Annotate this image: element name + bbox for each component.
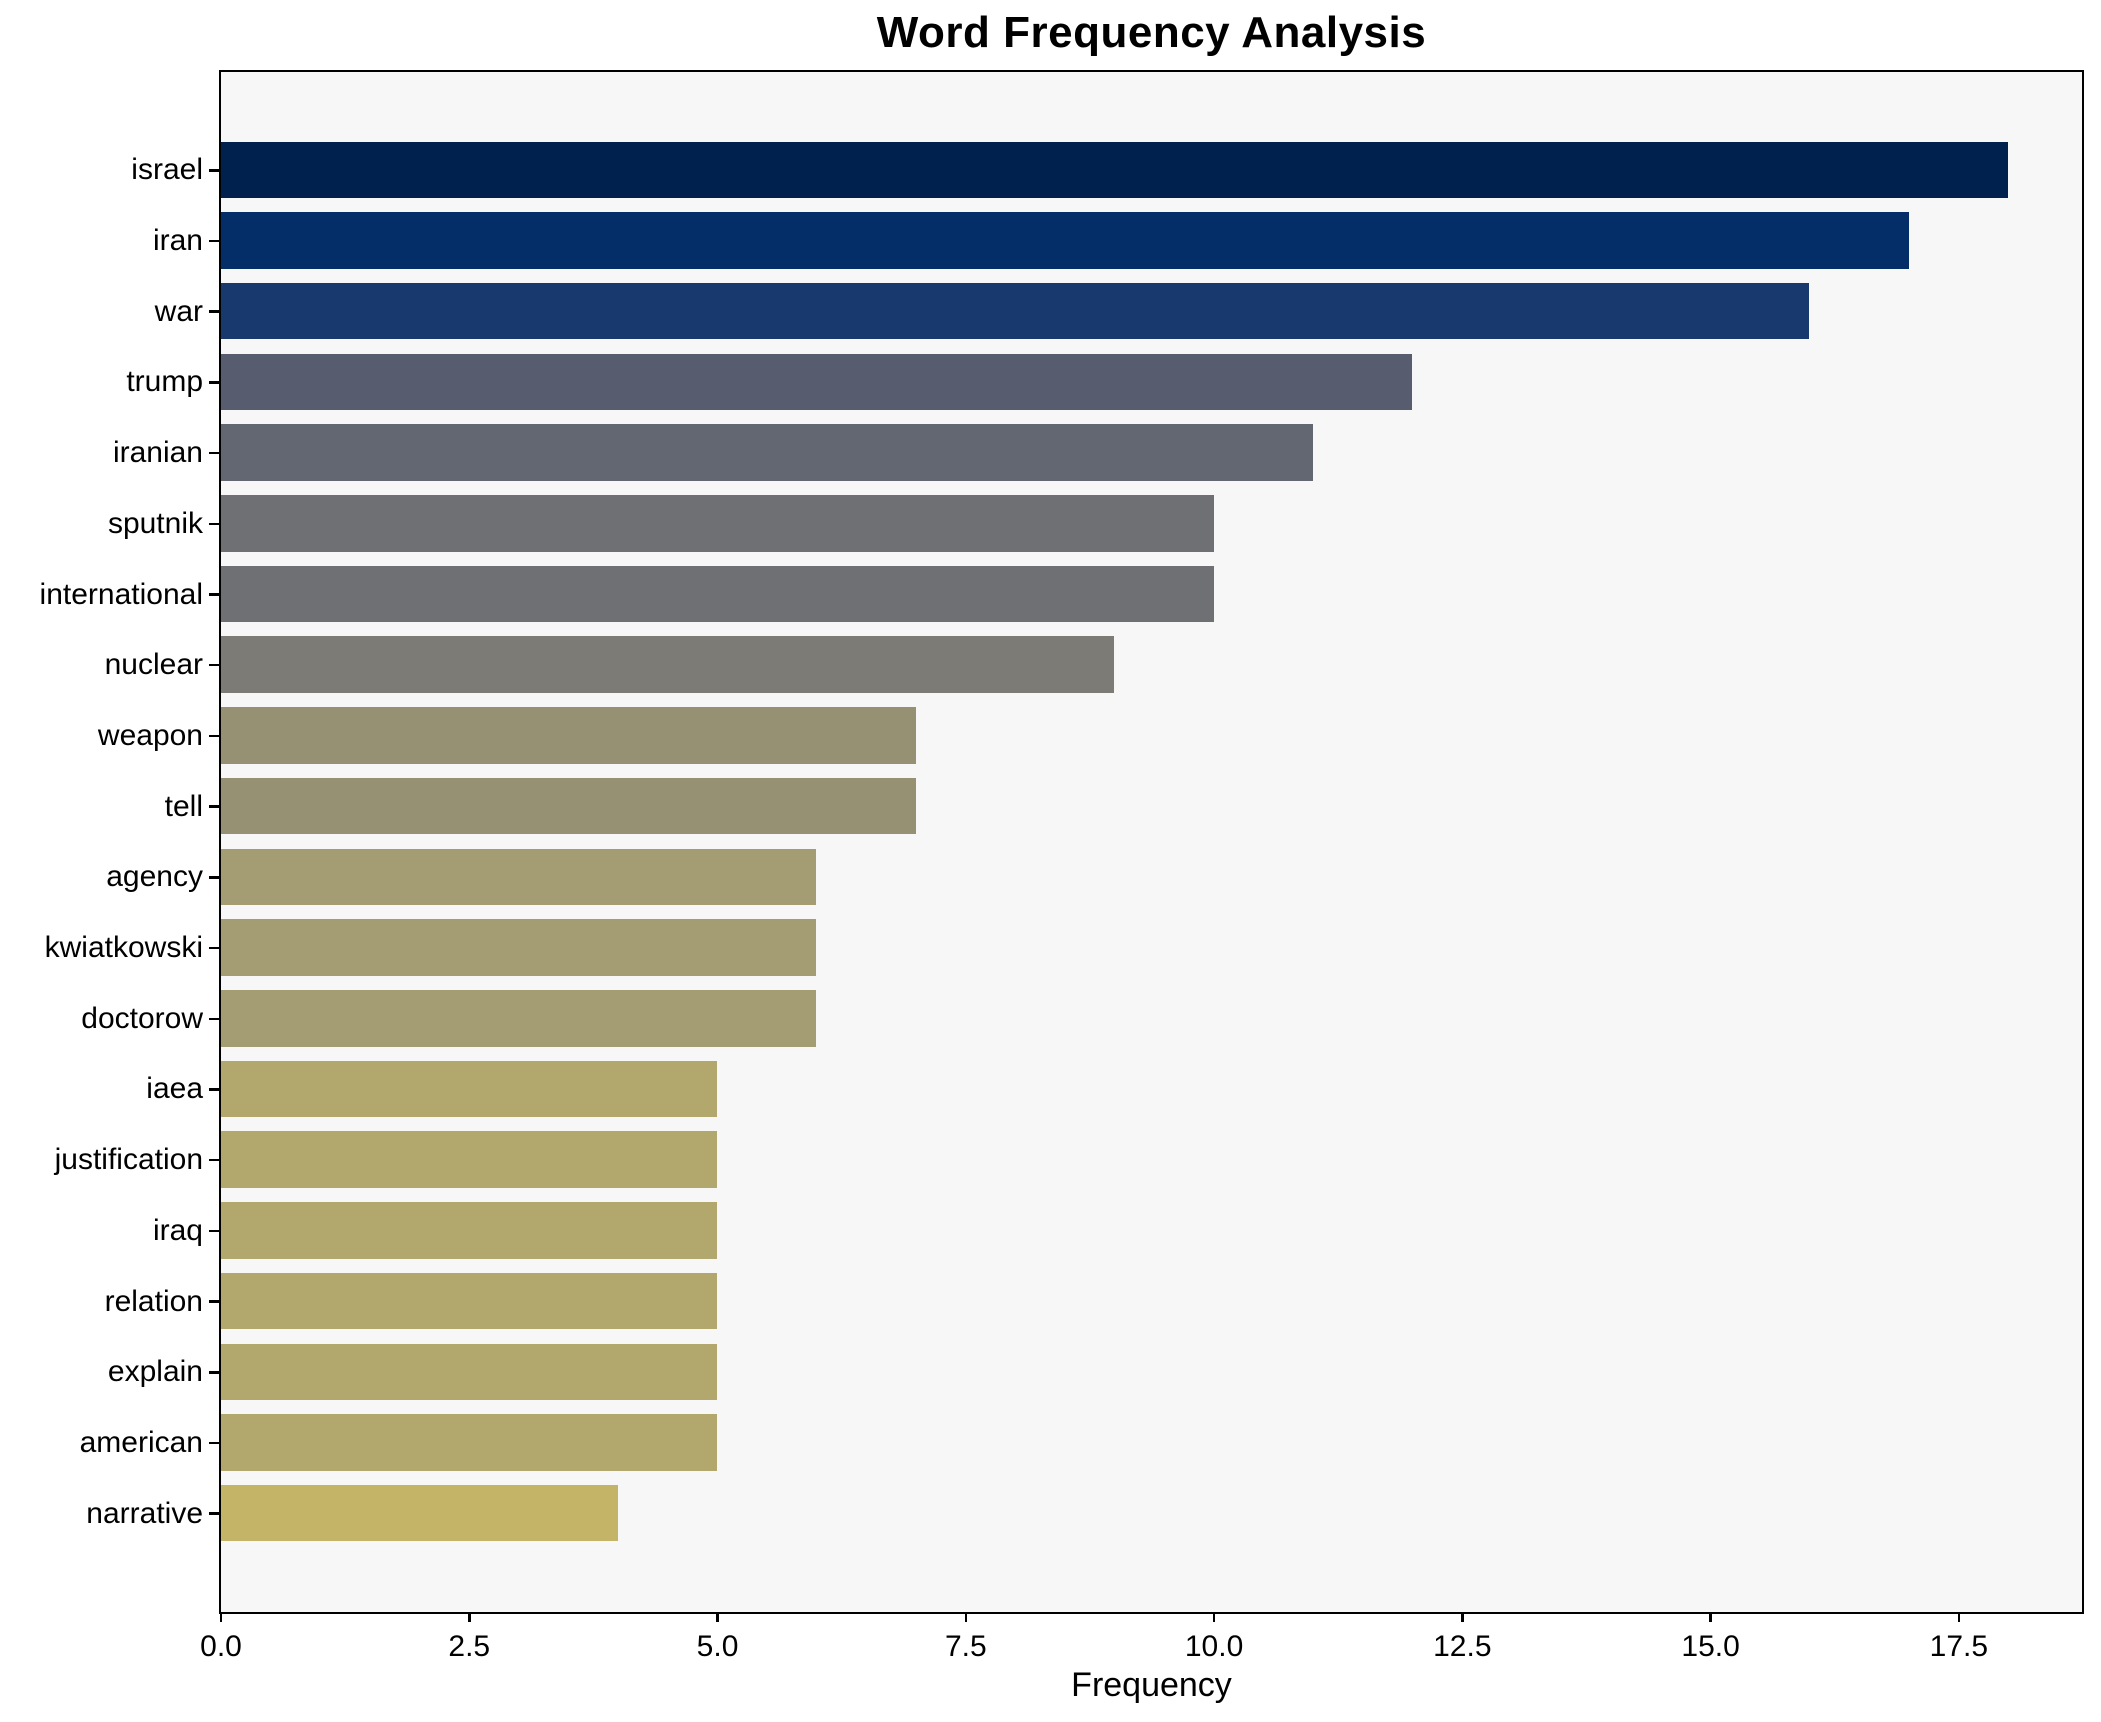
- y-tick-mark: [208, 451, 219, 455]
- y-tick-label-explain: explain: [107, 1355, 203, 1389]
- bar-iaea: [220, 1060, 718, 1118]
- y-tick-label-international: international: [39, 577, 203, 611]
- x-axis-title: Frequency: [1071, 1666, 1232, 1704]
- x-tick-mark: [716, 1612, 719, 1622]
- bar-trump: [220, 353, 1413, 411]
- bar-sputnik: [220, 495, 1214, 552]
- plot-area: [218, 69, 2084, 1614]
- y-tick-label-sputnik: sputnik: [107, 506, 203, 540]
- y-tick-mark: [208, 593, 219, 596]
- y-tick-mark: [208, 1371, 219, 1374]
- y-tick-mark: [208, 946, 219, 950]
- bar-nuclear: [220, 636, 1115, 693]
- y-tick-label-iraq: iraq: [152, 1213, 203, 1247]
- x-tick-label-0.0: 0.0: [200, 1630, 242, 1663]
- x-tick-mark: [964, 1612, 968, 1622]
- y-tick-mark: [208, 1229, 219, 1233]
- y-tick-label-trump: trump: [126, 365, 203, 399]
- y-tick-label-kwiatkowski: kwiatkowski: [44, 931, 203, 965]
- y-tick-mark: [208, 663, 219, 667]
- x-tick-label-15.0: 15.0: [1681, 1630, 1740, 1663]
- bar-narrative: [220, 1484, 618, 1542]
- y-tick-mark: [208, 239, 219, 243]
- bar-israel: [220, 141, 2008, 199]
- bar-tell: [220, 777, 916, 835]
- y-tick-label-war: war: [154, 294, 203, 328]
- bar-war: [220, 282, 1810, 340]
- y-tick-mark: [208, 734, 219, 738]
- x-tick-mark: [1212, 1612, 1216, 1622]
- x-tick-mark: [219, 1612, 223, 1622]
- y-tick-label-weapon: weapon: [97, 718, 203, 752]
- y-tick-label-relation: relation: [104, 1284, 203, 1318]
- bar-relation: [220, 1272, 718, 1330]
- y-tick-mark: [208, 1300, 219, 1303]
- y-tick-mark: [208, 381, 219, 384]
- x-tick-label-2.5: 2.5: [448, 1630, 491, 1663]
- x-tick-mark: [1957, 1612, 1961, 1622]
- y-tick-label-tell: tell: [164, 789, 203, 823]
- y-tick-label-nuclear: nuclear: [104, 648, 203, 682]
- bar-iranian: [220, 424, 1313, 481]
- bar-weapon: [220, 707, 916, 764]
- y-tick-label-justification: justification: [54, 1143, 203, 1177]
- bar-explain: [220, 1343, 718, 1401]
- x-tick-mark: [468, 1612, 471, 1622]
- y-tick-label-iran: iran: [152, 223, 203, 257]
- x-tick-label-17.5: 17.5: [1929, 1630, 1989, 1663]
- x-tick-label-12.5: 12.5: [1433, 1630, 1492, 1663]
- y-tick-mark: [208, 1088, 219, 1091]
- y-tick-mark: [208, 169, 219, 172]
- bar-international: [220, 565, 1214, 623]
- chart-title: Word Frequency Analysis: [876, 8, 1427, 57]
- y-tick-mark: [208, 1158, 219, 1162]
- y-tick-mark: [208, 522, 219, 526]
- y-tick-label-iranian: iranian: [112, 436, 203, 470]
- y-tick-mark: [208, 1512, 219, 1515]
- x-tick-mark: [1461, 1612, 1464, 1622]
- bar-american: [220, 1414, 718, 1471]
- y-tick-mark: [208, 310, 219, 313]
- y-tick-label-israel: israel: [131, 153, 203, 187]
- x-tick-label-7.5: 7.5: [944, 1630, 987, 1663]
- y-tick-label-agency: agency: [106, 860, 203, 894]
- y-tick-mark: [208, 876, 219, 879]
- y-tick-label-iaea: iaea: [146, 1072, 203, 1106]
- bar-iran: [220, 212, 1909, 269]
- y-tick-mark: [208, 1017, 219, 1021]
- y-tick-mark: [208, 1441, 219, 1445]
- y-tick-label-doctorow: doctorow: [81, 1001, 203, 1035]
- y-tick-mark: [208, 805, 219, 808]
- bar-justification: [220, 1131, 718, 1188]
- bar-iraq: [220, 1202, 718, 1259]
- bar-agency: [220, 848, 817, 906]
- y-tick-label-american: american: [79, 1426, 203, 1459]
- bar-kwiatkowski: [220, 919, 817, 976]
- x-tick-label-5.0: 5.0: [696, 1630, 739, 1663]
- y-tick-label-narrative: narrative: [86, 1496, 203, 1530]
- x-tick-mark: [1709, 1612, 1712, 1622]
- bar-doctorow: [220, 989, 817, 1047]
- x-tick-label-10.0: 10.0: [1184, 1630, 1244, 1663]
